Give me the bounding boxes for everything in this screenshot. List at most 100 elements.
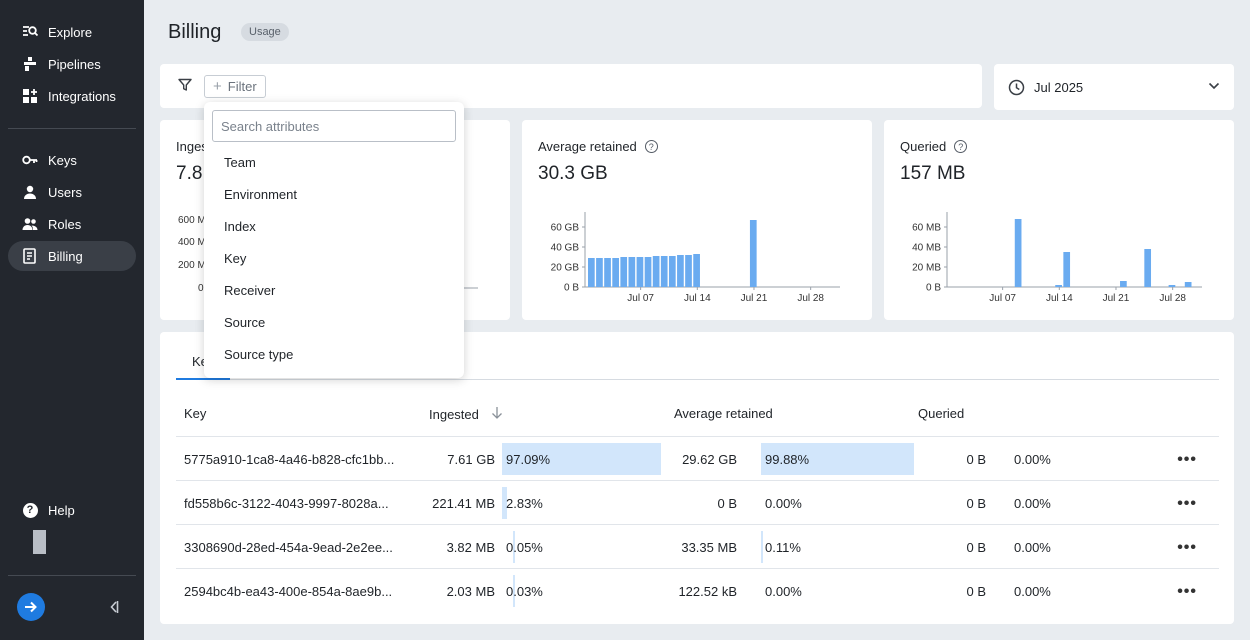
- dropdown-item-environment[interactable]: Environment: [224, 187, 297, 202]
- add-filter-button[interactable]: + Filter: [204, 75, 266, 98]
- dropdown-item-index[interactable]: Index: [224, 219, 256, 234]
- explore-icon: [22, 24, 38, 40]
- ingested-pct-cell: 2.83%: [506, 495, 543, 511]
- clock-icon: [1008, 79, 1025, 96]
- y-tick-label: 40 GB: [551, 243, 580, 254]
- table-row[interactable]: 3308690d-28ed-454a-9ead-2e2ee... 3.82 MB 0…: [176, 524, 1219, 568]
- column-header-ingested-label: Ingested: [429, 407, 479, 422]
- chart-bar: [628, 257, 636, 287]
- help-icon: ?: [22, 502, 38, 518]
- y-tick-label: 0: [198, 283, 204, 294]
- date-picker[interactable]: Jul 2025: [994, 64, 1234, 110]
- retained-cell: 33.35 MB: [681, 539, 737, 555]
- x-tick-label: Jul 28: [1159, 293, 1186, 304]
- collapse-sidebar-icon[interactable]: [106, 597, 122, 617]
- column-header-retained[interactable]: Average retained: [674, 406, 773, 421]
- usage-table-panel: Ke Key Ingested Average retained Queried…: [160, 332, 1234, 624]
- key-cell[interactable]: 2594bc4b-ea43-400e-854a-8ae9b...: [184, 583, 393, 599]
- retained-title-text: Average retained: [538, 139, 637, 154]
- queried-title-text: Queried: [900, 139, 947, 154]
- dropdown-item-source[interactable]: Source: [224, 315, 266, 330]
- more-actions-icon[interactable]: •••: [1177, 495, 1197, 512]
- queried-cell: 0 B: [966, 539, 986, 555]
- chart-bar: [1144, 249, 1152, 287]
- key-cell[interactable]: fd558b6c-3122-4043-9997-8028a...: [184, 495, 389, 511]
- queried-card-title: Queried ?: [900, 139, 968, 154]
- more-actions-icon[interactable]: •••: [1177, 583, 1197, 600]
- dropdown-item-source-type[interactable]: Source type: [224, 347, 294, 362]
- y-tick-label: 200 M: [178, 260, 206, 271]
- nav-item-pipelines[interactable]: Pipelines: [8, 49, 136, 79]
- column-header-ingested[interactable]: Ingested: [429, 406, 503, 423]
- y-tick-label: 0 B: [926, 283, 941, 294]
- dropdown-item-receiver[interactable]: Receiver: [224, 283, 276, 298]
- table-row[interactable]: 5775a910-1ca8-4a46-b828-cfc1bb... 7.61 GB…: [176, 436, 1219, 480]
- ingested-pct-cell: 0.05%: [506, 539, 543, 555]
- nav-item-help[interactable]: ? Help: [8, 495, 136, 525]
- y-tick-label: 20 MB: [912, 263, 941, 274]
- queried-pct-cell: 0.00%: [1014, 495, 1051, 511]
- nav-label-integrations: Integrations: [48, 88, 116, 104]
- chart-bar: [644, 257, 652, 287]
- help-circle-icon[interactable]: ?: [644, 140, 658, 153]
- key-cell[interactable]: 3308690d-28ed-454a-9ead-2e2ee...: [184, 539, 393, 555]
- y-tick-label: 0 B: [564, 283, 579, 294]
- retained-share-bar: [761, 443, 914, 475]
- chart-bar: [636, 257, 644, 287]
- chart-bar: [677, 255, 684, 287]
- x-tick-label: Jul 21: [741, 293, 768, 304]
- chart-bar: [1063, 252, 1071, 287]
- nav-item-roles[interactable]: Roles: [8, 209, 136, 239]
- table-row[interactable]: 2594bc4b-ea43-400e-854a-8ae9b... 2.03 MB 0…: [176, 568, 1219, 612]
- x-tick-label: Jul 28: [797, 293, 824, 304]
- y-tick-label: 600 M: [178, 215, 206, 226]
- nav-item-explore[interactable]: Explore: [8, 17, 136, 47]
- table-row[interactable]: fd558b6c-3122-4043-9997-8028a... 221.41 M…: [176, 480, 1219, 524]
- key-cell[interactable]: 5775a910-1ca8-4a46-b828-cfc1bb...: [184, 451, 395, 467]
- retained-share-bar: [761, 531, 763, 563]
- retained-card-title: Average retained ?: [538, 139, 658, 154]
- nav-label-roles: Roles: [48, 216, 82, 232]
- y-tick-label: 40 MB: [912, 243, 941, 254]
- column-header-key[interactable]: Key: [184, 406, 207, 421]
- nav-item-integrations[interactable]: Integrations: [8, 81, 136, 111]
- sort-descending-icon: [491, 406, 503, 423]
- y-tick-label: 400 M: [178, 237, 206, 248]
- plus-icon: +: [213, 78, 222, 95]
- ingested-share-bar: [513, 531, 515, 563]
- usage-badge: Usage: [241, 23, 289, 41]
- y-tick-label: 60 MB: [912, 223, 941, 234]
- chart-bar: [685, 255, 692, 287]
- tab-keys[interactable]: Ke: [192, 354, 208, 369]
- logout-button[interactable]: [17, 593, 45, 621]
- chart-bar: [1014, 219, 1022, 287]
- retained-chart: 60 GB 40 GB 20 GB 0 B Jul 07 Jul 14 Jul 21 Jul …: [551, 212, 840, 304]
- dropdown-item-key[interactable]: Key: [224, 251, 247, 266]
- nav-item-billing[interactable]: Billing: [8, 241, 136, 271]
- search-attributes-input[interactable]: [212, 110, 456, 142]
- x-tick-label: Jul 14: [684, 293, 711, 304]
- tab-divider: [176, 379, 1219, 380]
- help-circle-icon[interactable]: ?: [954, 140, 968, 153]
- retained-pct-cell: 0.00%: [765, 495, 802, 511]
- nav-label-users: Users: [48, 184, 82, 200]
- queried-cell: 0 B: [966, 451, 986, 467]
- retained-card-value: 30.3 GB: [538, 163, 608, 184]
- chart-bar: [620, 257, 628, 287]
- chart-bar: [668, 256, 676, 287]
- page-title: Billing: [168, 21, 222, 43]
- more-actions-icon[interactable]: •••: [1177, 451, 1197, 468]
- column-header-queried[interactable]: Queried: [918, 406, 965, 421]
- queried-cell: 0 B: [966, 495, 986, 511]
- retained-pct-cell: 0.11%: [765, 539, 801, 555]
- sidebar: Explore Pipelines Integrations Keys User…: [0, 0, 144, 640]
- chart-bar: [693, 254, 700, 287]
- dropdown-item-team[interactable]: Team: [224, 155, 256, 170]
- avatar[interactable]: [33, 530, 46, 554]
- nav-item-users[interactable]: Users: [8, 177, 136, 207]
- nav-label-explore: Explore: [48, 24, 93, 40]
- more-actions-icon[interactable]: •••: [1177, 539, 1197, 556]
- user-icon: [22, 184, 38, 200]
- nav-item-keys[interactable]: Keys: [8, 145, 136, 175]
- ingested-share-bar: [513, 575, 515, 607]
